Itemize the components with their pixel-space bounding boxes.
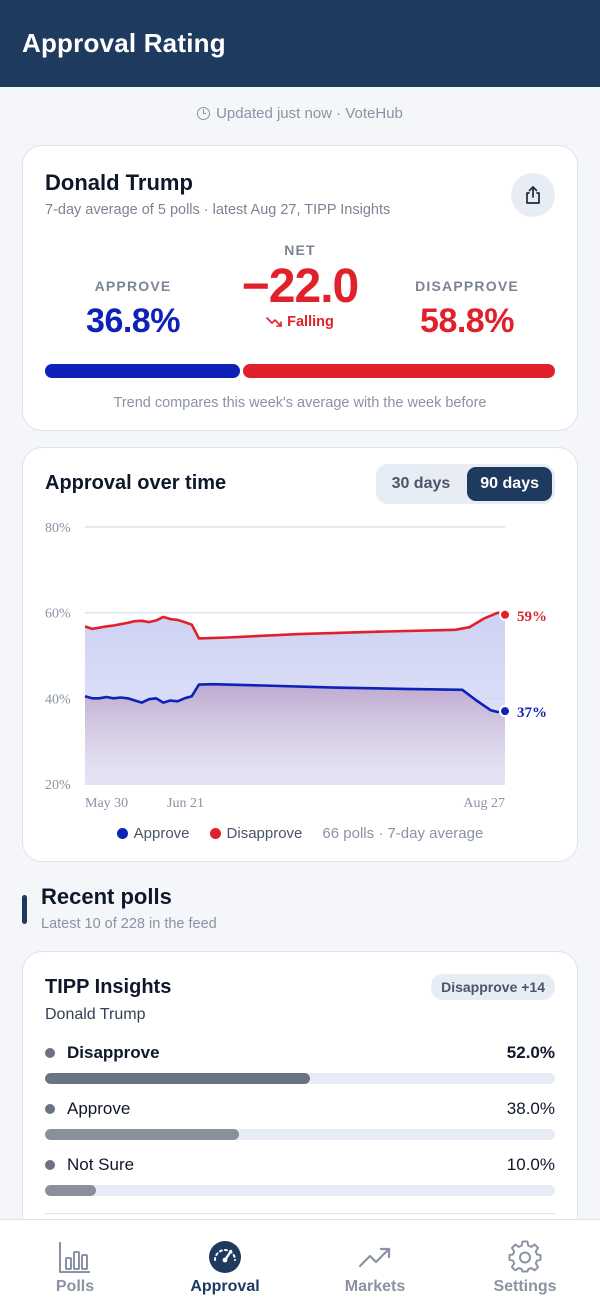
nav-settings[interactable]: Settings — [450, 1220, 600, 1304]
pollster-name: TIPP Insights — [45, 976, 172, 998]
chart-legend: Approve Disapprove 66 polls · 7-day aver… — [23, 825, 577, 842]
nav-label: Markets — [344, 1278, 406, 1295]
clock-icon — [197, 106, 211, 120]
legend-approve-label: Approve — [133, 825, 190, 842]
answer-label: Not Sure — [67, 1155, 135, 1174]
answer-value: 38.0% — [506, 1099, 555, 1118]
answer-track — [45, 1185, 555, 1196]
trend-down-icon — [266, 317, 282, 327]
nav-polls[interactable]: Polls — [0, 1220, 150, 1304]
disapprove-value: 58.8% — [420, 302, 514, 340]
legend-note: 66 polls · 7-day average — [322, 825, 484, 842]
answer-track — [45, 1073, 555, 1084]
answer-fill — [45, 1129, 239, 1140]
answer-dot-icon — [45, 1160, 55, 1170]
share-button[interactable] — [511, 173, 555, 217]
approve-value: 36.8% — [86, 302, 180, 340]
trend-indicator: Falling — [23, 314, 577, 330]
trend-label: Falling — [287, 314, 334, 330]
y-tick-label: 40% — [45, 692, 71, 707]
approval-chart: 80% 60% 40% 20% 37% 59% May 30 Jun 21 Aug 27 — [45, 521, 547, 811]
page-title: Approval Rating — [22, 28, 226, 58]
legend-disapprove: Disapprove — [209, 825, 303, 842]
answer-row: Disapprove 52.0% — [45, 1043, 555, 1084]
disapprove-end-label: 59% — [517, 609, 547, 625]
nav-label: Polls — [55, 1278, 95, 1295]
chart-title: Approval over time — [45, 472, 227, 494]
share-icon — [526, 186, 540, 204]
poll-card[interactable]: TIPP Insights Donald Trump Disapprove +1… — [22, 951, 578, 1251]
answer-dot-icon — [45, 1104, 55, 1114]
range-30-days-button[interactable]: 30 days — [391, 475, 451, 492]
bar-chart-icon — [59, 1242, 90, 1273]
y-tick-label: 80% — [45, 521, 71, 536]
approve-end-label: 37% — [517, 705, 547, 721]
approve-label: APPROVE — [94, 278, 172, 294]
divider — [45, 1213, 555, 1214]
legend-approve: Approve — [116, 825, 190, 842]
chart-card: Approval over time 30 days 90 days 80% 60… — [22, 447, 578, 862]
approve-end-point — [499, 705, 511, 718]
net-stat: NET −22.0 Falling — [23, 242, 577, 330]
margin-badge: Disapprove +14 — [431, 974, 555, 1000]
summary-subtitle: 7-day average of 5 polls · latest Aug 27… — [45, 202, 391, 218]
legend-disapprove-label: Disapprove — [226, 825, 303, 842]
answer-dot-icon — [45, 1048, 55, 1058]
section-subtitle: Latest 10 of 228 in the feed — [41, 916, 217, 932]
bottom-nav: Polls Approval Markets Set — [0, 1219, 600, 1304]
range-toggle: 30 days 90 days — [375, 464, 555, 504]
range-90-days-button[interactable]: 90 days — [467, 467, 552, 501]
y-tick-label: 20% — [45, 778, 71, 793]
disapprove-bar-segment — [243, 364, 555, 378]
approve-dot-icon — [116, 828, 128, 839]
trend-up-icon — [358, 1247, 391, 1268]
trend-note: Trend compares this week's average with … — [113, 395, 487, 411]
approve-line — [84, 682, 506, 714]
approve-area — [85, 684, 505, 784]
answer-fill — [45, 1073, 311, 1084]
net-label: NET — [284, 242, 316, 258]
nav-markets[interactable]: Markets — [300, 1220, 450, 1304]
gear-icon — [508, 1240, 542, 1273]
x-tick-label: Jun 21 — [167, 796, 204, 811]
summary-card: Donald Trump 7-day average of 5 polls · … — [22, 145, 578, 431]
answer-track — [45, 1129, 555, 1140]
answer-fill — [45, 1185, 96, 1196]
answer-label: Approve — [67, 1099, 131, 1118]
answer-value: 52.0% — [506, 1043, 555, 1062]
x-tick-label: May 30 — [85, 796, 128, 811]
approve-bar-segment — [45, 364, 241, 378]
section-accent — [22, 895, 27, 924]
disapprove-line — [84, 611, 506, 640]
disapprove-label: DISAPPROVE — [415, 278, 519, 294]
nav-label: Settings — [493, 1278, 557, 1295]
answer-value: 10.0% — [506, 1155, 555, 1174]
updated-text: Updated just now · VoteHub — [216, 104, 403, 122]
approve-stat: APPROVE 36.8% — [63, 278, 203, 341]
x-tick-label: Aug 27 — [463, 796, 505, 811]
app-header: Approval Rating — [0, 0, 600, 87]
nav-label: Approval — [190, 1278, 260, 1295]
answer-label: Disapprove — [67, 1043, 160, 1062]
disapprove-dot-icon — [209, 828, 221, 839]
candidate-name: Donald Trump — [45, 170, 193, 195]
y-tick-label: 60% — [45, 607, 71, 622]
gauge-icon — [209, 1241, 241, 1273]
disapprove-end-point — [499, 608, 511, 621]
answer-row: Not Sure 10.0% — [45, 1155, 555, 1196]
nav-approval[interactable]: Approval — [150, 1220, 300, 1304]
poll-subject: Donald Trump — [45, 1006, 146, 1023]
answer-row: Approve 38.0% — [45, 1099, 555, 1140]
updated-status: Updated just now · VoteHub — [0, 103, 600, 123]
net-value: −22.0 — [241, 260, 359, 313]
disapprove-stat: DISAPPROVE 58.8% — [397, 278, 537, 341]
approval-split-bar — [45, 364, 555, 378]
section-title: Recent polls — [41, 884, 172, 909]
